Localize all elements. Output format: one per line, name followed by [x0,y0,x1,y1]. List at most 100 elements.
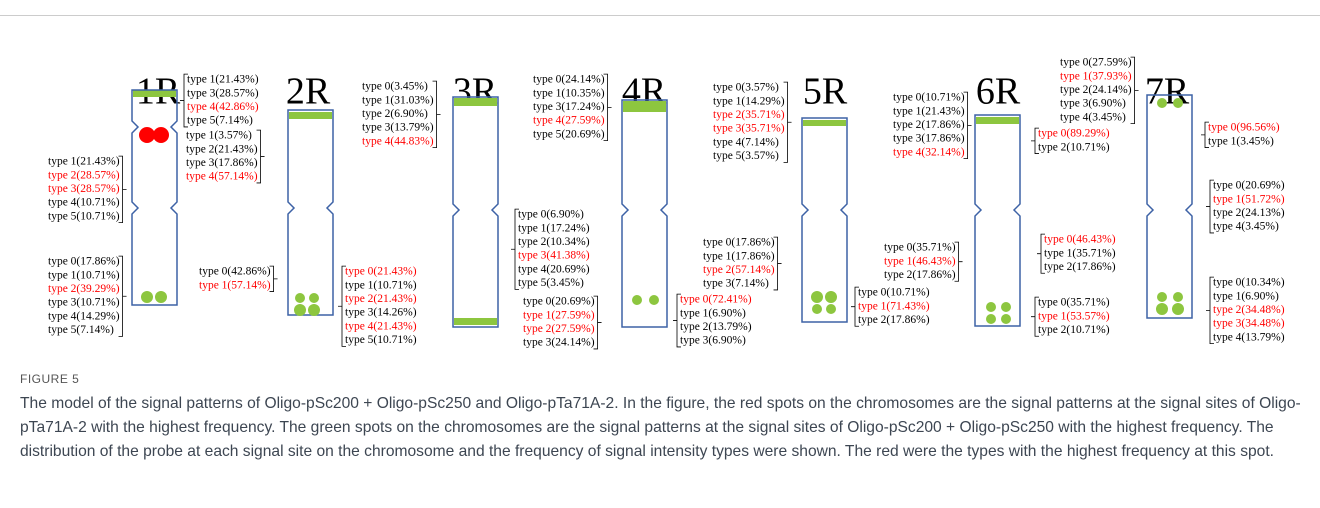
type-frequency: type 2(27.59%) [523,323,595,335]
type-frequency: type 5(20.69%) [533,128,605,140]
chromosome-label: 3R [453,71,498,113]
type-frequency: type 3(17.86%) [893,133,965,145]
type-frequency: type 0(10.34%) [1213,277,1285,289]
type-frequency: type 1(6.90%) [680,307,746,319]
type-frequency: type 0(10.71%) [858,287,930,299]
type-frequency: type 2(10.34%) [518,236,590,248]
type-frequency: type 1(14.29%) [713,95,785,107]
type-frequency: type 1(35.71%) [1044,247,1116,259]
type-frequency: type 4(13.79%) [1213,331,1285,343]
type-frequency: type 0(72.41%) [680,294,752,306]
type-frequency: type 4(32.14%) [893,146,965,158]
bracket [673,293,681,348]
type-frequency: type 1(21.43%) [48,156,120,168]
bracket [1201,121,1209,148]
type-frequency: type 2(17.86%) [1044,261,1116,273]
signal-spot [811,291,823,303]
bracket [773,236,782,291]
type-frequency: type 0(20.69%) [523,296,595,308]
bracket [118,155,127,224]
type-frequency: type 1(53.57%) [1038,310,1110,322]
chromosome [131,89,178,306]
signal-spot [826,304,836,314]
type-frequency: type 0(17.86%) [703,237,775,249]
chromosome-label: 2R [286,71,331,113]
signal-spot [1173,292,1183,302]
bracket [269,265,278,292]
type-frequency: type 1(37.93%) [1060,70,1132,82]
type-frequency: type 0(21.43%) [345,266,417,278]
type-frequency: type 4(20.69%) [518,263,590,275]
signal-band [976,117,1019,124]
type-frequency: type 5(3.45%) [518,277,584,289]
bracket [851,286,859,327]
signal-band [454,98,497,106]
type-frequency: type 4(57.14%) [186,171,258,183]
type-frequency: type 1(31.03%) [362,94,434,106]
type-frequency: type 1(51.72%) [1213,193,1285,205]
type-frequency: type 3(7.14%) [703,278,769,290]
bracket [1206,276,1214,345]
signal-band [623,101,666,112]
type-frequency: type 4(42.86%) [187,101,259,113]
type-frequency: type 3(34.48%) [1213,318,1285,330]
signal-spot [153,127,169,143]
signal-band [133,90,176,97]
type-frequency: type 1(10.71%) [345,279,417,291]
chromosome [974,114,1021,327]
signal-spot [649,295,659,305]
type-frequency: type 0(89.29%) [1038,128,1110,140]
bracket [783,81,792,163]
signal-spot [1173,98,1183,108]
type-frequency: type 2(57.14%) [703,264,775,276]
type-frequency: type 2(35.71%) [713,109,785,121]
signal-spot [986,314,996,324]
type-frequency: type 1(21.43%) [187,74,259,86]
signal-spot [294,304,306,316]
bracket [338,265,346,347]
chromosome [1146,94,1193,319]
chromosome [801,117,848,323]
type-frequency: type 0(46.43%) [1044,234,1116,246]
signal-spot [308,304,320,316]
signal-band [454,318,497,325]
type-frequency: type 4(3.45%) [1060,111,1126,123]
type-frequency: type 0(17.86%) [48,256,120,268]
type-frequency: type 0(3.45%) [362,81,428,93]
type-frequency: type 3(10.71%) [48,297,120,309]
type-frequency: type 4(7.14%) [713,136,779,148]
signal-spot [309,293,319,303]
chromosome-label: 5R [803,71,848,113]
type-frequency: type 2(6.90%) [362,108,428,120]
type-frequency: type 2(17.86%) [893,119,965,131]
signal-spot [295,293,305,303]
type-frequency: type 3(17.86%) [186,157,258,169]
type-frequency: type 5(3.57%) [713,150,779,162]
type-frequency: type 0(27.59%) [1060,57,1132,69]
chromosome-label: 6R [976,71,1021,113]
type-frequency: type 1(21.43%) [893,105,965,117]
type-frequency: type 1(10.71%) [48,269,120,281]
signal-spot [986,302,996,312]
type-frequency: type 3(24.14%) [523,337,595,349]
type-frequency: type 5(7.14%) [48,324,114,336]
type-frequency: type 0(24.14%) [533,74,605,86]
signal-spot [1001,302,1011,312]
bracket [1037,233,1045,274]
type-frequency: type 0(35.71%) [1038,297,1110,309]
type-frequency: type 3(17.24%) [533,101,605,113]
signal-spot [825,291,837,303]
bracket [256,129,265,184]
signal-spot [141,291,153,303]
signal-spot [632,295,642,305]
chromosome-label: 7R [1145,71,1190,113]
type-frequency: type 3(28.57%) [187,87,259,99]
signal-spot [1157,98,1167,108]
signal-band [803,120,846,126]
type-frequency: type 1(71.43%) [858,300,930,312]
bracket [1031,127,1039,154]
type-frequency: type 1(17.86%) [703,250,775,262]
bracket [593,295,602,350]
figure: 1Rtype 1(21.43%)type 3(28.57%)type 4(42.… [0,15,1320,350]
type-frequency: type 4(27.59%) [533,115,605,127]
